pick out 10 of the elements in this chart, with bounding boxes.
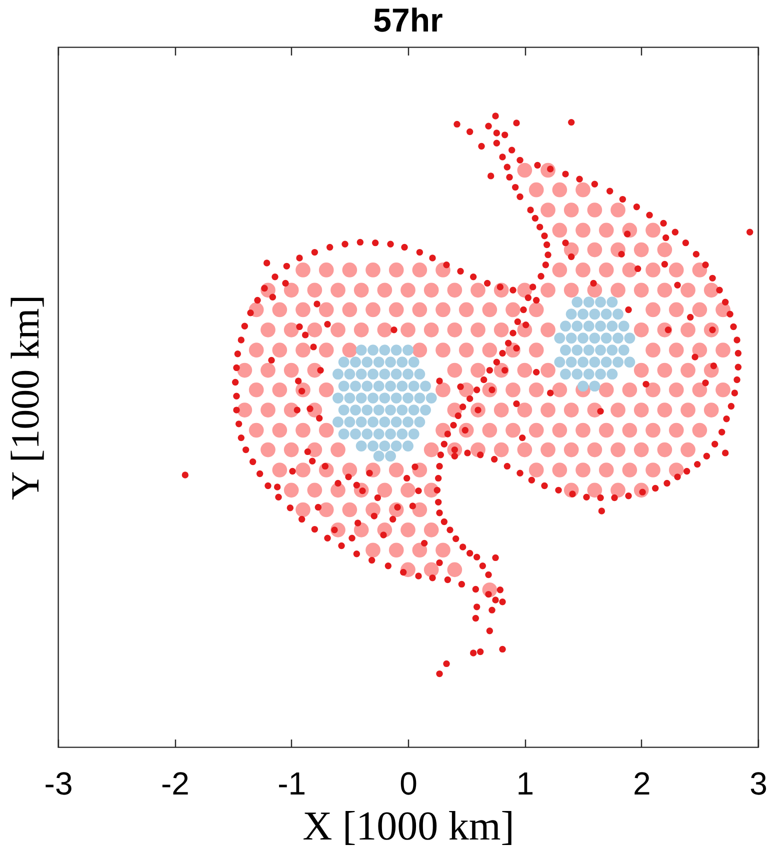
- y-axis-title: Y [1000 km]: [2, 294, 48, 500]
- x-tick-label: 3: [750, 766, 767, 802]
- x-tick-label: -3: [44, 766, 73, 802]
- x-tick-label: 1: [516, 766, 534, 802]
- x-axis-title: X [1000 km]: [302, 802, 514, 848]
- x-tick-label: 2: [632, 766, 651, 802]
- x-tick-label: 0: [400, 766, 418, 802]
- x-tick-label: -1: [278, 766, 306, 802]
- chart-title: 57hr: [373, 1, 444, 38]
- x-tick-label: -2: [160, 766, 190, 802]
